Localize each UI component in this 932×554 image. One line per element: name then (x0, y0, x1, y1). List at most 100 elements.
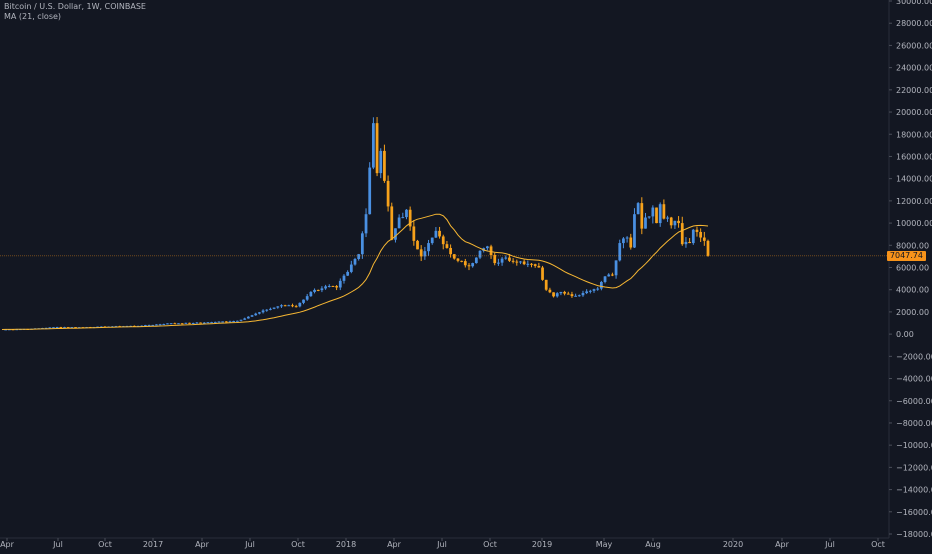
candle (599, 280, 603, 291)
candle-body (412, 226, 416, 241)
candle-body (327, 285, 331, 287)
candle-body (416, 240, 419, 250)
y-tick-label: 10000.00 (896, 219, 932, 228)
candle (614, 260, 618, 279)
candle (515, 259, 519, 266)
candle-body (449, 247, 452, 255)
x-tick-label: Apr (195, 540, 210, 549)
candle (684, 237, 688, 248)
candle-body (677, 220, 680, 224)
candle-body (522, 261, 526, 265)
candle (331, 285, 335, 287)
candle-body (394, 228, 397, 240)
candle-body (552, 292, 555, 297)
candle (228, 320, 232, 323)
candle (346, 270, 350, 276)
candle-body (493, 255, 497, 264)
candle-body (254, 313, 258, 316)
candle (500, 256, 504, 266)
candle-body (280, 305, 283, 307)
candle-body (434, 230, 438, 238)
candle-body (603, 276, 607, 282)
candle-body (445, 244, 449, 248)
x-tick-label: Oct (483, 540, 497, 549)
candle (305, 293, 309, 301)
candle (397, 214, 401, 229)
last-price-tag: 7047.74 (886, 250, 926, 261)
candle-body (508, 257, 511, 261)
candle (379, 148, 383, 179)
candle-body (162, 324, 166, 326)
candles (4, 117, 710, 331)
candle (493, 252, 497, 266)
candle (662, 199, 666, 220)
candle (526, 260, 530, 268)
candle (316, 289, 320, 292)
candle (441, 234, 445, 250)
candle (66, 326, 70, 329)
candle-body (261, 310, 265, 313)
candle-body (191, 323, 195, 325)
candle-body (625, 237, 629, 239)
candle-body (188, 322, 191, 324)
candle (309, 291, 313, 297)
candle-body (70, 327, 74, 329)
candle-body (294, 306, 298, 308)
candle-body (559, 291, 563, 294)
candle (324, 284, 327, 290)
candle-body (169, 323, 173, 325)
candle (217, 321, 221, 323)
candle (169, 323, 173, 325)
candle (460, 260, 464, 263)
candle (633, 208, 636, 249)
candle-body (706, 240, 710, 256)
candle (463, 258, 467, 268)
candle (224, 321, 228, 323)
candle (383, 144, 386, 183)
candle-body (622, 238, 625, 244)
candle (261, 309, 265, 314)
candle (666, 215, 669, 222)
candle (202, 322, 206, 324)
candle (265, 309, 269, 312)
candle (401, 212, 405, 219)
candle (221, 321, 225, 323)
x-tick-label: Jul (436, 540, 447, 549)
candle-body (74, 327, 77, 329)
candle-body (699, 231, 703, 238)
candle (544, 279, 548, 291)
candle-body (515, 261, 519, 263)
candle (456, 258, 460, 263)
candle (408, 206, 412, 231)
candle-body (405, 209, 408, 218)
y-tick-label: 24000.00 (896, 64, 932, 73)
candle-body (320, 288, 324, 291)
candle (622, 237, 625, 249)
candle (364, 208, 368, 238)
candle (412, 220, 416, 246)
candle (166, 323, 169, 325)
candle-body (390, 206, 394, 240)
candle (438, 226, 441, 239)
candle-body (44, 327, 48, 329)
candle-body (581, 293, 585, 296)
candle-body (478, 250, 482, 258)
candle-body (419, 249, 423, 257)
x-tick-label: Apr (387, 540, 402, 549)
candle (372, 117, 375, 170)
candle-body (180, 323, 184, 325)
candle (577, 294, 581, 297)
candle (342, 274, 346, 284)
x-tick-label: Oct (291, 540, 305, 549)
candle (232, 320, 236, 323)
candle-body (544, 279, 548, 290)
candle-body (702, 237, 706, 241)
y-tick-label: −2000.00 (896, 352, 932, 361)
candle-body (302, 299, 305, 303)
candle (548, 287, 552, 294)
candle-body (658, 204, 662, 224)
candle (504, 255, 508, 260)
candle-body (401, 217, 405, 219)
